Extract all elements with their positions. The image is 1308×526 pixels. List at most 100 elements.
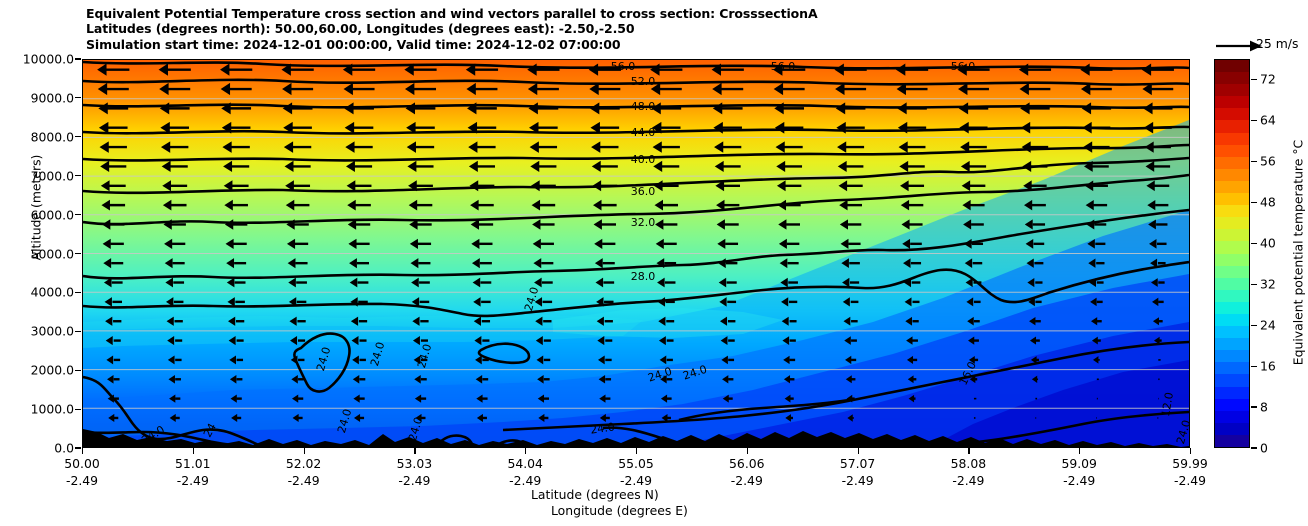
chart-title: Equivalent Potential Temperature cross s… [86, 6, 1186, 52]
colorbar-band [1215, 398, 1249, 411]
wind-vector-head [405, 102, 415, 115]
wind-vector-head [1145, 160, 1155, 172]
wind-vector-head [1152, 317, 1159, 326]
colorbar-tick-label: 48 [1260, 194, 1276, 210]
colorbar-band [1215, 241, 1249, 254]
terrain-silhouette [83, 429, 1189, 447]
colorbar-tick-mark [1251, 406, 1257, 408]
wind-vector-head [958, 102, 969, 115]
wind-vector-head [1024, 219, 1033, 230]
wind-vector-head [230, 394, 237, 403]
wind-vector-head [962, 199, 971, 211]
wind-vector-head [100, 160, 110, 173]
wind-vector-head [846, 394, 853, 403]
wind-vector-head [158, 63, 168, 76]
wind-vector-head [472, 277, 481, 288]
wind-vector-head [221, 102, 231, 115]
wind-vector-head [907, 375, 914, 384]
wind-vector-head [651, 102, 661, 115]
wind-vector-head [1029, 317, 1036, 326]
wind-vector-head [225, 238, 234, 249]
colorbar-band [1215, 193, 1249, 206]
colorbar-band [1215, 144, 1249, 157]
wind-vector-head [404, 82, 415, 96]
wind-vector-head [779, 258, 788, 269]
wind-vector-head [594, 238, 603, 249]
colorbar-tick-mark [1251, 160, 1257, 162]
wind-vector-head [347, 219, 357, 230]
wind-vector-head [655, 219, 664, 230]
colorbar-tick-mark [1251, 119, 1257, 121]
wind-vector-head [835, 82, 845, 96]
wind-vector-head [901, 219, 910, 230]
colorbar-band [1215, 301, 1249, 314]
wind-vector-head [713, 121, 723, 134]
wind-vector-head [900, 199, 910, 211]
wind-vector-head [286, 238, 296, 249]
x-tick-label-longitude: -2.49 [1173, 473, 1207, 488]
colorbar-band [1215, 313, 1249, 327]
wind-vector-head [1080, 63, 1090, 76]
x-tick-label-latitude: 55.05 [618, 456, 654, 471]
wind-vector-head [160, 121, 170, 134]
x-tick-label-longitude: -2.49 [287, 473, 320, 488]
wind-vector-head [165, 277, 173, 288]
wind-vector-head [719, 297, 727, 307]
wind-vector-head [590, 121, 600, 134]
wind-vector-head [292, 413, 299, 423]
plot-canvas: 56.0 56.0 56.0 52.0 48.0 44.0 40.0 36.0 … [83, 60, 1189, 447]
wind-vector-head [290, 355, 298, 365]
wind-vector-head [598, 374, 606, 384]
wind-vector-head [1025, 238, 1034, 249]
x-tick-label-latitude: 54.04 [507, 456, 543, 471]
wind-vector-head [776, 160, 786, 173]
colorbar-band [1215, 265, 1249, 278]
wind-vector-head [896, 82, 906, 96]
wind-vector-head [1026, 258, 1034, 268]
wind-vector-head [103, 258, 112, 269]
wind-vector-head [653, 160, 663, 173]
wind-vector-head [651, 121, 662, 134]
y-tick-mark [75, 408, 81, 410]
wind-vector-head [716, 219, 725, 230]
wind-vector-head [783, 375, 791, 384]
wind-vector-head [773, 82, 784, 96]
svg-text:24.0: 24.0 [406, 415, 425, 442]
wind-vector-head [538, 413, 545, 423]
x-tick-label-latitude: 53.03 [396, 456, 433, 471]
wind-vector-head [722, 394, 729, 403]
wind-vector-head [281, 63, 291, 76]
wind-vector-head [1090, 297, 1097, 307]
colorbar-tick-mark [1251, 242, 1257, 244]
wind-vector-head [288, 277, 296, 288]
wind-vector-head [1022, 160, 1032, 172]
wind-vector-head [530, 180, 540, 192]
colorbar-band [1215, 386, 1249, 399]
x-tick-mark [1079, 448, 1081, 454]
colorbar-band [1215, 277, 1249, 290]
wind-vector-head [1091, 317, 1098, 326]
x-tick-label-longitude: -2.49 [619, 473, 653, 488]
wind-vector-head [410, 258, 419, 269]
wind-vector-head [228, 336, 236, 346]
x-tick-mark [636, 448, 638, 454]
wind-vector-head [101, 199, 110, 211]
wind-vector-head [104, 297, 112, 307]
wind-vector-head [352, 355, 359, 365]
wind-vector-head [162, 180, 172, 192]
wind-vector-head [960, 160, 970, 172]
wind-vector-head [718, 277, 727, 288]
wind-vector-head [1144, 141, 1154, 153]
wind-vector-head [227, 297, 235, 307]
wind-vector-head [1020, 102, 1030, 115]
wind-vector-head [780, 277, 788, 288]
wind-vector-head [1084, 180, 1094, 192]
wind-vector-head [595, 277, 604, 288]
wind-vector-head [164, 258, 173, 269]
wind-vector-head [591, 160, 601, 173]
x-tick-mark [857, 448, 859, 454]
wind-vector-head [226, 258, 235, 269]
wind-vector-head [345, 141, 355, 153]
colorbar-band [1215, 253, 1249, 266]
wind-vector-head [1143, 121, 1154, 134]
